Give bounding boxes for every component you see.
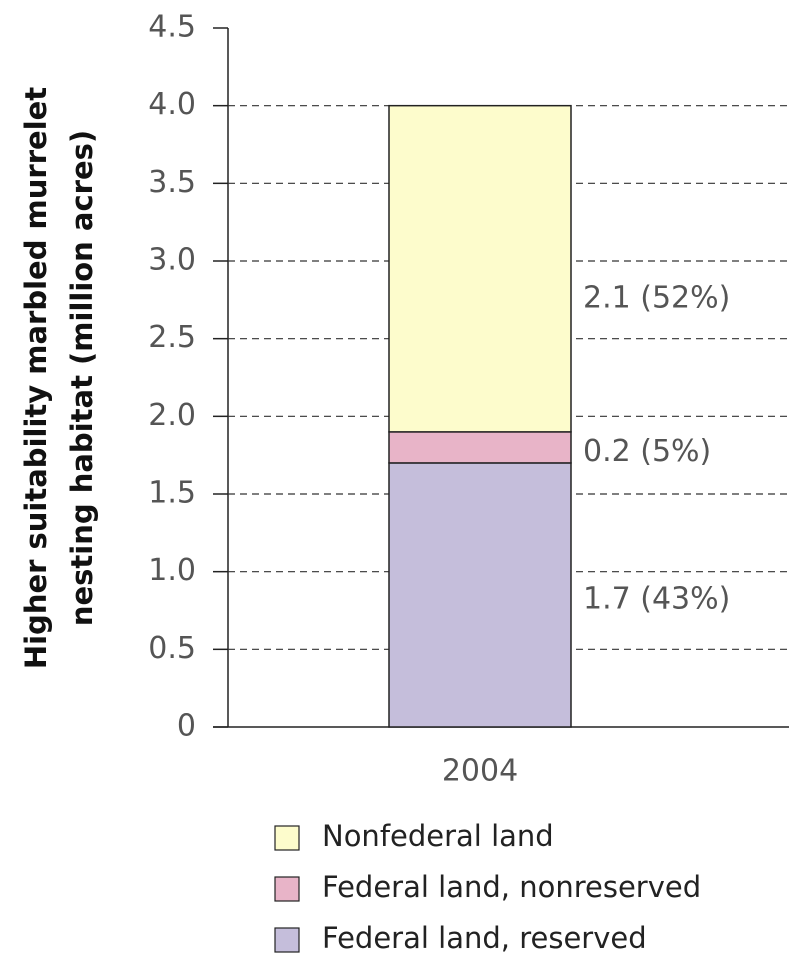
bar-segment bbox=[388, 431, 572, 464]
y-axis-title-line: nesting habitat (million acres) bbox=[65, 130, 99, 626]
legend-swatch bbox=[274, 876, 300, 902]
y-tick-label: 0 bbox=[177, 709, 196, 744]
data-label: 2.1 (52%) bbox=[583, 280, 730, 315]
legend-label: Federal land, reserved bbox=[322, 921, 647, 955]
y-tick-label: 4.0 bbox=[148, 87, 196, 122]
data-label: 1.7 (43%) bbox=[583, 581, 730, 616]
y-tick-label: 0.5 bbox=[148, 631, 196, 666]
x-tick-label: 2004 bbox=[442, 754, 518, 789]
y-tick-label: 2.5 bbox=[148, 320, 196, 355]
legend-label: Federal land, nonreserved bbox=[322, 870, 701, 904]
y-tick-label: 2.0 bbox=[148, 398, 196, 433]
y-tick-label: 4.5 bbox=[148, 10, 196, 45]
y-axis-title: Higher suitability marbled murrelet nest… bbox=[19, 87, 99, 669]
bar-segment bbox=[388, 462, 572, 728]
data-label: 0.2 (5%) bbox=[583, 434, 711, 469]
legend-swatch bbox=[274, 927, 300, 953]
y-axis-title-line: Higher suitability marbled murrelet bbox=[19, 87, 53, 669]
y-tick-label: 3.0 bbox=[148, 243, 196, 278]
y-tick-label: 3.5 bbox=[148, 165, 196, 200]
legend-label: Nonfederal land bbox=[322, 819, 554, 853]
legend-swatch bbox=[274, 825, 300, 851]
y-tick-label: 1.0 bbox=[148, 553, 196, 588]
bar-segment bbox=[388, 104, 572, 433]
y-tick-label: 1.5 bbox=[148, 476, 196, 511]
